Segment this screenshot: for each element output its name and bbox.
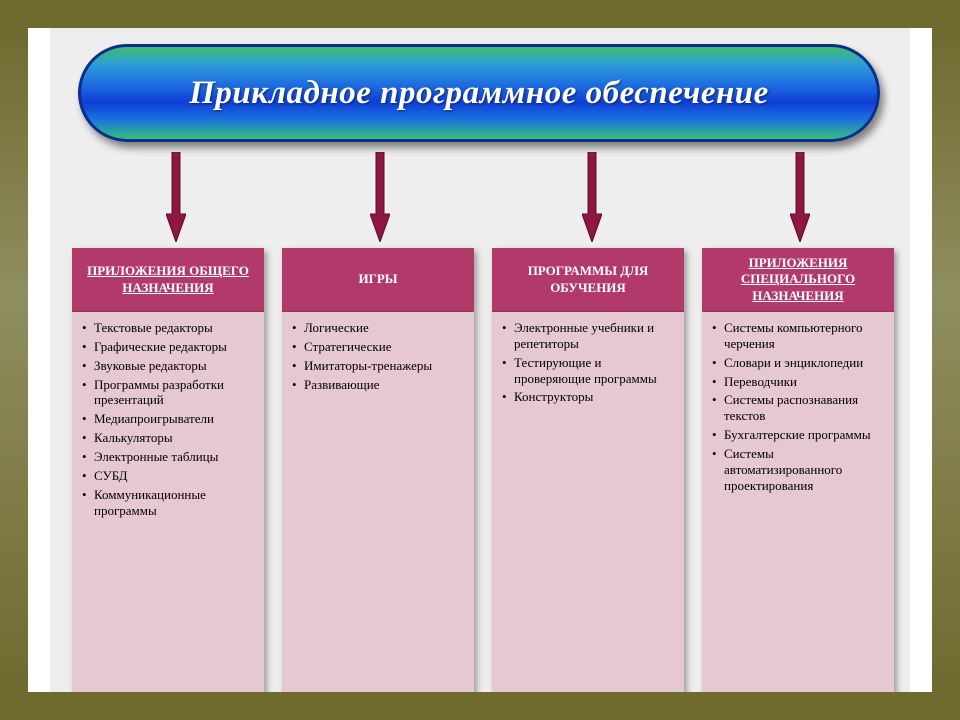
list-item: Стратегические [292, 339, 464, 355]
category-header: ПРОГРАММЫ ДЛЯ ОБУЧЕНИЯ [492, 248, 684, 312]
list-item: Электронные учебники и репетиторы [502, 320, 674, 352]
category-body: Логические Стратегические Имитаторы-тренаж… [282, 312, 474, 710]
list-item: Имитаторы-тренажеры [292, 358, 464, 374]
category-list: Текстовые редакторы Графические редакторы… [82, 320, 254, 518]
list-item: Конструкторы [502, 389, 674, 405]
list-item: Системы автоматизированного проектирован… [712, 446, 884, 494]
category-list: Логические Стратегические Имитаторы-тренаж… [292, 320, 464, 392]
category-body: Электронные учебники и репетиторыТестиру… [492, 312, 684, 710]
category-list: Системы компьютерного черчения Словари и … [712, 320, 884, 494]
category-header: ИГРЫ [282, 248, 474, 312]
title-pill: Прикладное программное обеспечение [78, 44, 880, 142]
arrow-down-icon [582, 152, 602, 242]
list-item: Системы распознавания текстов [712, 392, 884, 424]
list-item: Бухгалтерские программы [712, 427, 884, 443]
list-item: СУБД [82, 468, 254, 484]
category-column: ПРОГРАММЫ ДЛЯ ОБУЧЕНИЯ Электронные учебни… [492, 248, 684, 710]
list-item: Тестирующие и проверяющие программы [502, 355, 674, 387]
category-column: ПРИЛОЖЕНИЯ ОБЩЕГО НАЗНАЧЕНИЯ Текстовые ре… [72, 248, 264, 710]
list-item: Переводчики [712, 374, 884, 390]
list-item: Звуковые редакторы [82, 358, 254, 374]
category-header: ПРИЛОЖЕНИЯ ОБЩЕГО НАЗНАЧЕНИЯ [72, 248, 264, 312]
arrow-down-icon [370, 152, 390, 242]
category-column: ИГРЫ Логические Стратегические Имитаторы-тр… [282, 248, 474, 710]
category-column: ПРИЛОЖЕНИЯ СПЕЦИАЛЬНОГО НАЗНАЧЕНИЯ Систем… [702, 248, 894, 710]
list-item: Логические [292, 320, 464, 336]
list-item: Программы разработки презентаций [82, 377, 254, 409]
category-header: ПРИЛОЖЕНИЯ СПЕЦИАЛЬНОГО НАЗНАЧЕНИЯ [702, 248, 894, 312]
list-item: Словари и энциклопедии [712, 355, 884, 371]
list-item: Текстовые редакторы [82, 320, 254, 336]
list-item: Коммуникационные программы [82, 487, 254, 519]
arrow-down-icon [790, 152, 810, 242]
list-item: Электронные таблицы [82, 449, 254, 465]
arrow-down-icon [166, 152, 186, 242]
list-item: Системы компьютерного черчения [712, 320, 884, 352]
list-item: Графические редакторы [82, 339, 254, 355]
list-item: Калькуляторы [82, 430, 254, 446]
list-item: Медиапроигрыватели [82, 411, 254, 427]
category-body: Текстовые редакторы Графические редакторы… [72, 312, 264, 710]
category-list: Электронные учебники и репетиторыТестиру… [502, 320, 674, 405]
columns-row: ПРИЛОЖЕНИЯ ОБЩЕГО НАЗНАЧЕНИЯ Текстовые ре… [72, 248, 894, 710]
list-item: Развивающие [292, 377, 464, 393]
title-text: Прикладное программное обеспечение [189, 75, 769, 112]
category-body: Системы компьютерного черчения Словари и … [702, 312, 894, 710]
